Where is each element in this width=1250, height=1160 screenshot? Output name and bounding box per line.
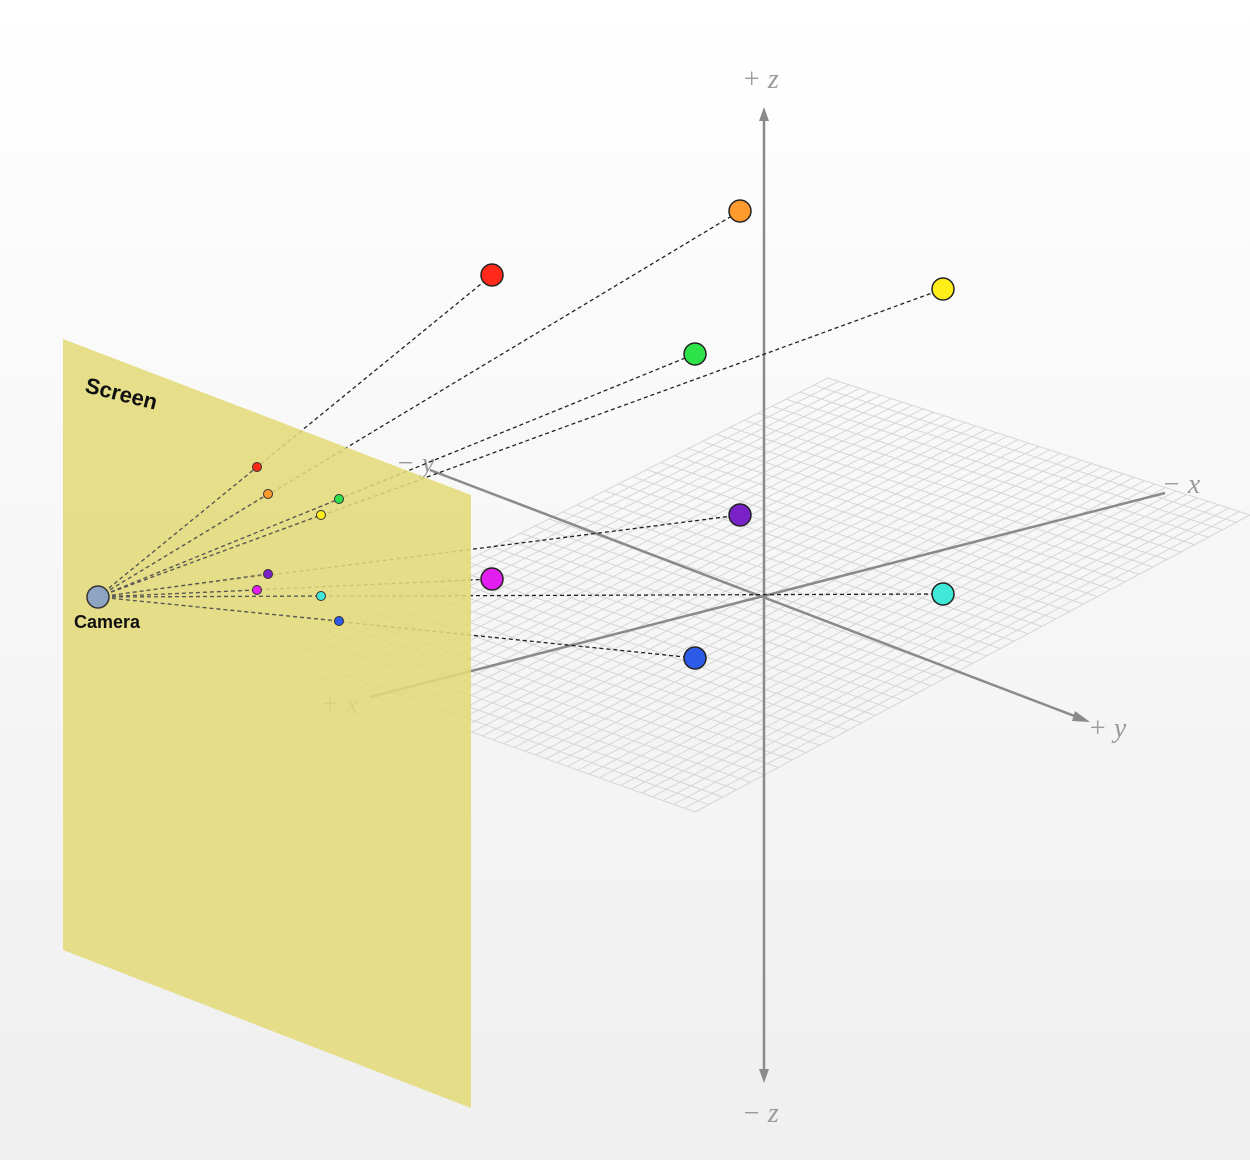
projected-point-orange	[263, 489, 273, 499]
grid-line	[620, 490, 1177, 786]
z-axis-up-arrow	[759, 107, 769, 121]
grid-line	[437, 574, 862, 724]
y-axis-arrow	[1072, 711, 1090, 722]
ray-line-near-blue	[97, 596, 340, 622]
axes	[369, 107, 1166, 1083]
grid-line	[577, 476, 1135, 771]
x-axis	[369, 491, 1166, 699]
grid-line	[506, 539, 932, 687]
projection-rays-near	[97, 466, 340, 622]
projected-point-cyan	[316, 591, 326, 601]
grid-line	[599, 483, 1156, 779]
camera-label: Camera	[74, 612, 141, 632]
ray-line-near-red	[97, 466, 258, 598]
ray-line-near-purple	[97, 573, 269, 598]
grid-line	[631, 494, 1187, 790]
projected-point-magenta	[252, 585, 262, 595]
grid-line	[694, 514, 1250, 813]
point-orange	[728, 199, 752, 223]
ray-line-near-cyan	[97, 595, 322, 598]
projected-points	[252, 462, 344, 626]
point-red	[480, 263, 504, 287]
ray-line-near-yellow	[97, 514, 322, 598]
grid-line	[662, 504, 1219, 802]
ray-line-near-orange	[97, 493, 269, 598]
point-green	[683, 342, 707, 366]
projection-screen	[63, 339, 471, 1108]
grid-line	[451, 567, 876, 716]
minus-z-label: − z	[742, 1098, 779, 1129]
grid-line	[534, 525, 959, 672]
grid-line	[652, 500, 1209, 798]
ray-line-orange	[97, 210, 741, 598]
point-magenta	[480, 567, 504, 591]
z-axis-down-arrow	[759, 1069, 769, 1083]
projected-point-blue	[334, 616, 344, 626]
grid-line	[535, 463, 1092, 756]
grid-line	[479, 553, 904, 702]
projected-point-purple	[263, 569, 273, 579]
plus-z-label: + z	[742, 64, 779, 95]
plus-y-label: + y	[1088, 713, 1127, 744]
grid-line	[609, 487, 1166, 783]
scene-points	[480, 199, 955, 670]
grid-line	[503, 452, 1061, 745]
grid-line	[641, 497, 1198, 794]
grid-line	[684, 511, 1240, 809]
grid-line	[567, 473, 1124, 767]
grid-line	[556, 470, 1114, 764]
ray-line-near-magenta	[97, 589, 258, 598]
ray-line-near-green	[97, 498, 340, 598]
grid-line	[514, 456, 1071, 748]
grid-line	[546, 466, 1103, 760]
projected-point-green	[334, 494, 344, 504]
minus-x-label: − x	[1162, 469, 1201, 500]
grid-line	[493, 546, 918, 694]
camera-icon	[86, 585, 110, 609]
projected-point-red	[252, 462, 262, 472]
grid-line	[524, 459, 1082, 752]
projected-point-yellow	[316, 510, 326, 520]
point-blue	[683, 646, 707, 670]
grid-line	[673, 507, 1230, 805]
grid-line	[423, 581, 848, 731]
point-purple	[728, 503, 752, 527]
grid-line	[465, 560, 890, 709]
grid-line	[520, 532, 945, 679]
grid-line	[588, 480, 1145, 775]
point-yellow	[931, 277, 955, 301]
point-cyan	[931, 582, 955, 606]
